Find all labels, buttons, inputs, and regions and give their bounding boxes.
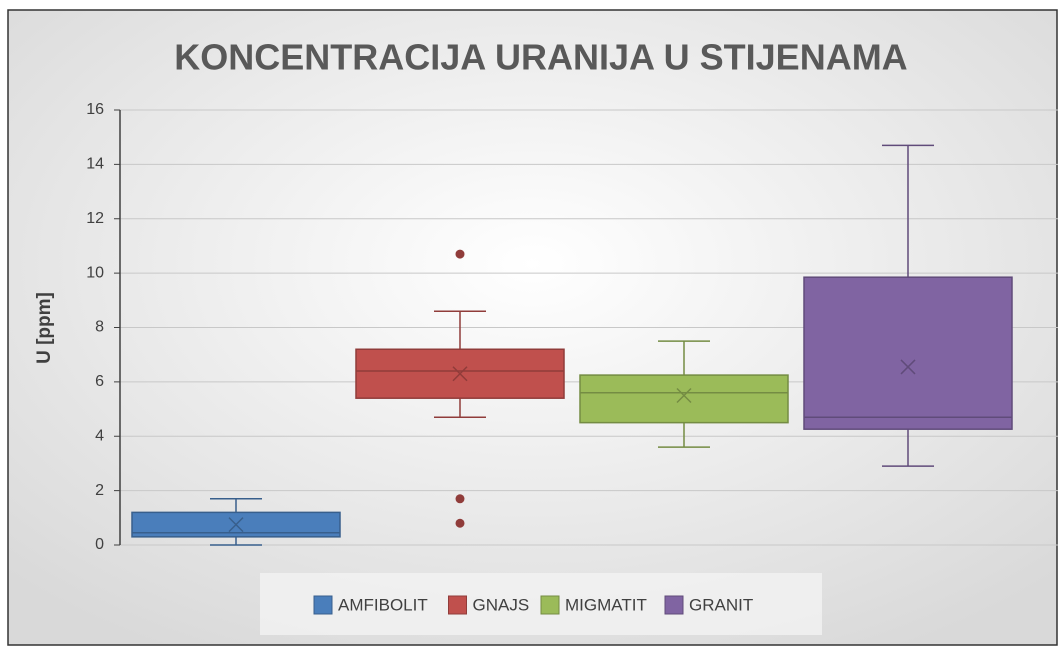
chart-title: KONCENTRACIJA URANIJA U STIJENAMA: [174, 37, 907, 78]
legend-label: AMFIBOLIT: [338, 595, 428, 614]
legend-label: MIGMATIT: [565, 595, 647, 614]
legend-label: GRANIT: [689, 595, 753, 614]
box: [803, 276, 1013, 430]
y-tick-label: 16: [86, 101, 104, 118]
y-tick-label: 12: [86, 210, 104, 227]
y-axis-label: U [ppm]: [34, 292, 55, 364]
y-tick-label: 4: [95, 427, 104, 444]
y-tick-label: 10: [86, 264, 104, 281]
y-tick-label: 2: [95, 482, 104, 499]
y-tick-label: 0: [95, 536, 104, 553]
y-tick-label: 14: [86, 156, 104, 173]
legend-swatch: [540, 595, 560, 615]
y-tick-label: 8: [95, 319, 104, 336]
mean-marker: [228, 517, 244, 533]
mean-marker: [676, 387, 692, 403]
outlier: [455, 249, 465, 259]
legend-swatch: [664, 595, 684, 615]
legend-label: GNAJS: [473, 595, 530, 614]
legend-swatch: [313, 595, 333, 615]
y-tick-label: 6: [95, 373, 104, 390]
legend-swatch: [448, 595, 467, 615]
mean-marker: [900, 359, 916, 375]
outlier: [455, 518, 465, 528]
box: [579, 374, 789, 424]
mean-marker: [452, 366, 468, 382]
outlier: [455, 494, 465, 504]
